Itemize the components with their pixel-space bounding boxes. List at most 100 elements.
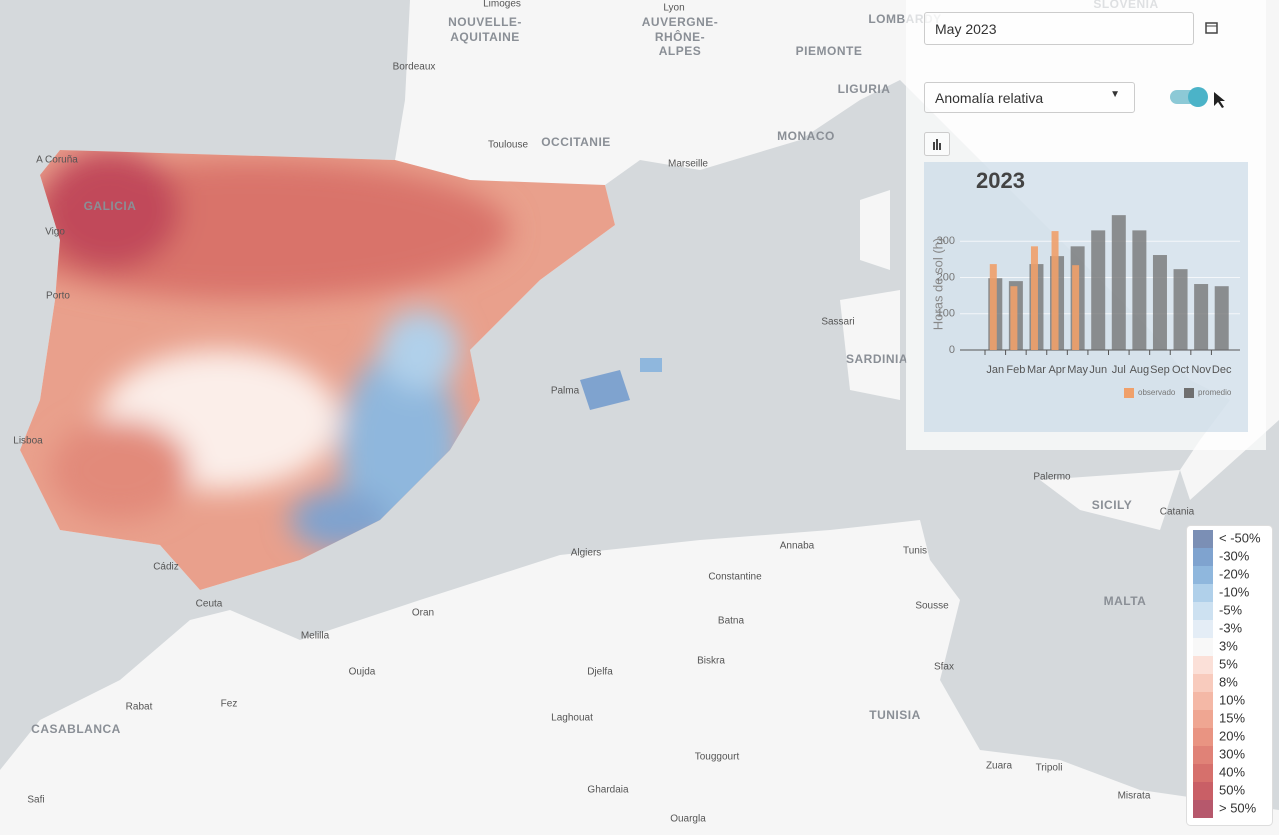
region-label: MALTA (1104, 594, 1147, 608)
city-label: Constantine (708, 572, 762, 583)
region-label: LIGURIA (838, 82, 891, 96)
x-tick-label: Sep (1150, 364, 1170, 376)
city-label: Biskra (697, 656, 725, 667)
raster-galicia (40, 150, 180, 270)
city-label: Safi (27, 795, 44, 806)
city-label: Oujda (349, 667, 376, 678)
city-label: Marseille (668, 159, 708, 170)
sardinia (840, 290, 900, 400)
bar (1051, 231, 1059, 350)
city-label: Ouargla (670, 814, 706, 825)
x-tick-label: Dec (1212, 364, 1232, 376)
legend-label: -20% (1219, 566, 1250, 581)
y-axis-label: Horas de sol (h) (930, 238, 945, 330)
city-label: Oran (412, 608, 434, 619)
legend-swatch (1193, 674, 1213, 692)
city-label: Bordeaux (393, 62, 436, 73)
x-tick-label: Oct (1172, 364, 1189, 376)
legend-label: > 50% (1219, 800, 1257, 815)
bar (1173, 269, 1188, 350)
select-text: Anomalía relativa (935, 90, 1044, 106)
menorca (640, 358, 662, 372)
city-label: Touggourt (695, 752, 740, 763)
legend-label: -5% (1219, 602, 1243, 617)
region-label: RHÔNE- (655, 29, 705, 44)
city-label: Batna (718, 616, 745, 627)
region-label: SARDINIA (846, 352, 908, 366)
y-tick-label: 300 (937, 235, 955, 247)
region-label: CASABLANCA (31, 722, 121, 736)
x-tick-label: Jan (986, 364, 1004, 376)
icon-shape (936, 139, 938, 150)
city-label: Porto (46, 291, 70, 302)
city-label: Tunis (903, 546, 927, 557)
region-label: GALICIA (84, 199, 137, 213)
region-label: TUNISIA (869, 708, 921, 722)
y-tick-label: 200 (937, 271, 955, 283)
bar (1111, 215, 1126, 350)
legend-swatch (1193, 530, 1213, 548)
x-tick-label: Apr (1048, 364, 1065, 376)
legend-swatch (1184, 388, 1194, 398)
legend-swatch (1193, 602, 1213, 620)
legend-label: promedio (1198, 388, 1232, 397)
legend-swatch (1193, 764, 1213, 782)
icon-shape (933, 142, 935, 150)
legend-swatch (1193, 710, 1213, 728)
city-label: Sassari (821, 317, 854, 328)
bar (1072, 265, 1080, 350)
bar (989, 264, 997, 350)
legend-swatch (1193, 692, 1213, 710)
date-text: May 2023 (935, 21, 997, 37)
city-label: Algiers (571, 548, 602, 559)
select-arrow: ▼ (1110, 89, 1120, 100)
icon-shape (939, 143, 941, 150)
legend-label: 5% (1219, 656, 1238, 671)
region-label: OCCITANIE (541, 135, 611, 149)
legend-swatch (1193, 746, 1213, 764)
legend-label: 30% (1219, 746, 1245, 761)
bar (1030, 246, 1038, 350)
balearics (580, 370, 630, 410)
legend-swatch (1193, 800, 1213, 818)
city-label: Laghouat (551, 713, 593, 724)
chart-button[interactable] (924, 132, 950, 156)
city-label: Palma (551, 386, 580, 397)
bar (1091, 230, 1106, 350)
city-label: Limoges (483, 0, 521, 10)
region-label: PIEMONTE (796, 44, 863, 58)
bar (1010, 286, 1018, 350)
region-label: NOUVELLE- (448, 15, 522, 29)
legend-swatch (1193, 782, 1213, 800)
legend-label: 50% (1219, 782, 1245, 797)
raster-southwest (50, 420, 190, 520)
legend-label: 40% (1219, 764, 1245, 779)
city-label: A Coruña (36, 155, 78, 166)
city-label: Ceuta (196, 599, 223, 610)
x-tick-label: May (1067, 364, 1088, 376)
city-label: Annaba (780, 541, 815, 552)
region-label: MONACO (777, 129, 835, 143)
city-label: Misrata (1118, 791, 1151, 802)
legend-label: 15% (1219, 710, 1245, 725)
legend-swatch (1193, 638, 1213, 656)
corsica (860, 190, 890, 270)
chart-title: 2023 (976, 168, 1025, 193)
city-label: Zuara (986, 761, 1013, 772)
x-tick-label: Mar (1027, 364, 1046, 376)
sicily (1040, 470, 1180, 530)
calendar-icon[interactable] (1204, 20, 1220, 36)
legend-swatch (1193, 584, 1213, 602)
region-label: AQUITAINE (450, 30, 520, 44)
legend-swatch (1193, 548, 1213, 566)
city-label: Vigo (45, 227, 65, 238)
raster-valencia (380, 310, 460, 390)
legend-label: observado (1138, 388, 1176, 397)
legend-swatch (1193, 728, 1213, 746)
variable-select[interactable]: Anomalía relativa ▼ (924, 82, 1135, 113)
date-input[interactable]: May 2023 (924, 12, 1194, 45)
toggle[interactable] (1168, 84, 1228, 110)
city-label: Sfax (934, 662, 954, 673)
region-label: AUVERGNE- (642, 15, 719, 29)
